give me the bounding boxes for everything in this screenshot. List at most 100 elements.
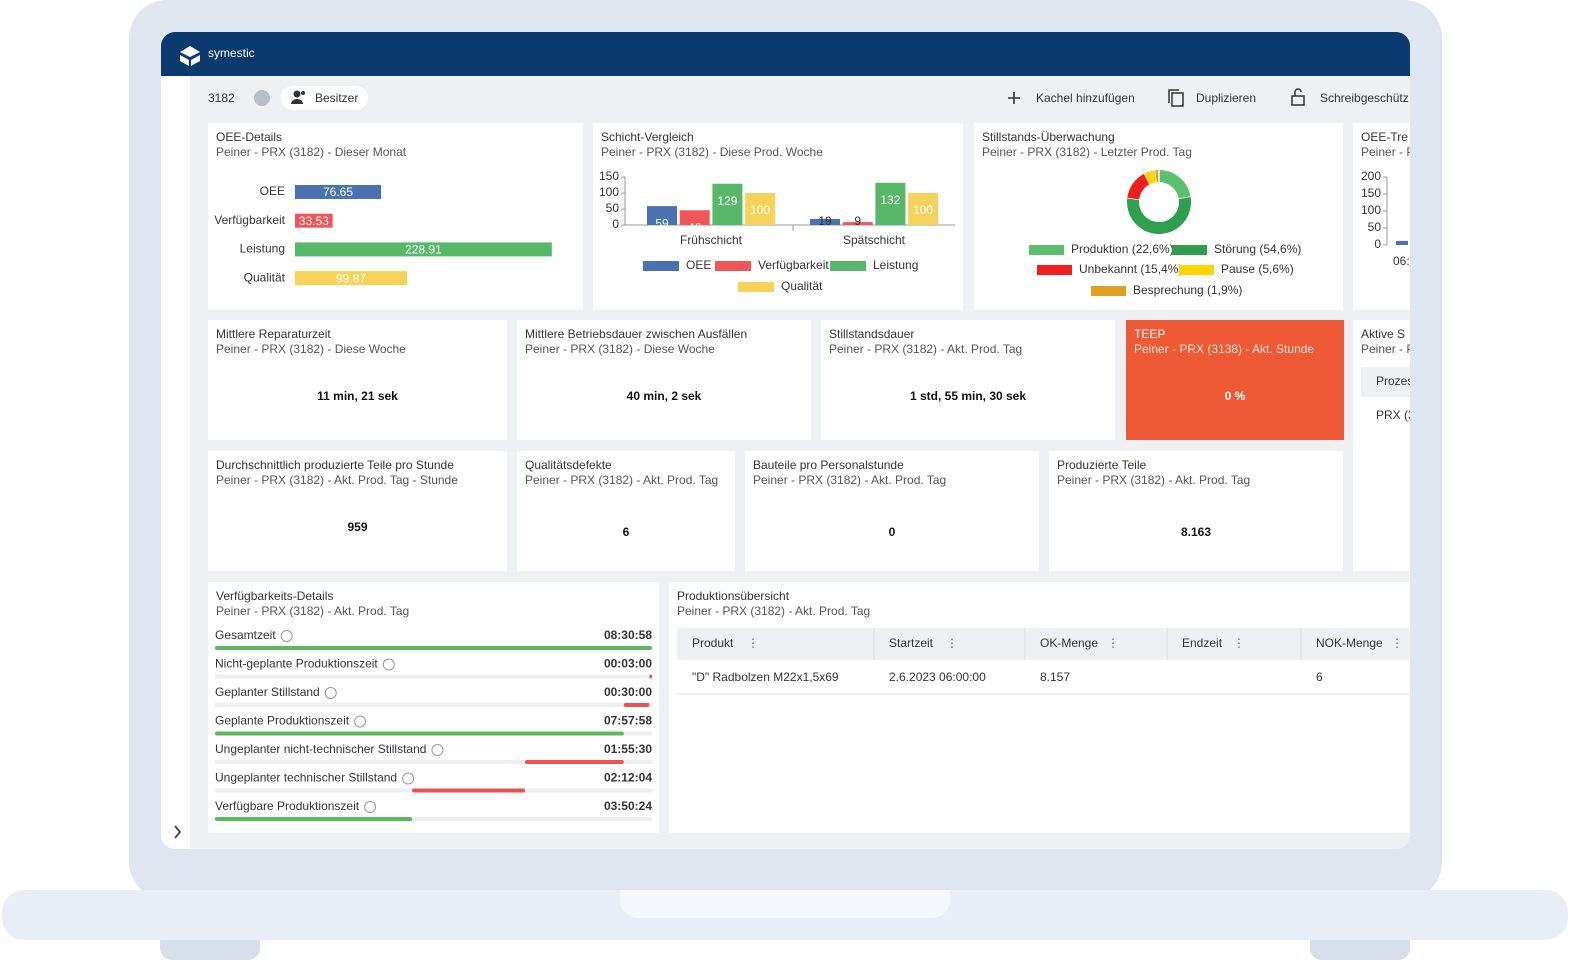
info-icon[interactable] [354,715,367,728]
tile-title: Qualitätsdefekte [525,458,612,472]
tile [669,582,1410,833]
legend-label: Pause (5,6%) [1221,262,1294,276]
bar [295,213,333,228]
info-icon[interactable] [280,630,293,642]
row-label: Geplanter Stillstand [215,685,320,699]
y-tick-label: 150 [1361,186,1381,200]
bar-track [215,703,652,707]
info-icon[interactable] [324,687,337,699]
tile-title: TEEP [1134,327,1165,341]
sidebar-toggle[interactable] [174,825,182,839]
column-menu[interactable]: ⋮ [1391,636,1403,650]
action[interactable]: Kachel hinzufügen [1036,91,1135,105]
value-label: 9 [854,214,861,228]
row-value: 01:55:30 [604,742,652,756]
table-cell: "D" Radbolzen M22x1,5x69 [692,670,839,684]
value-label: 99.87 [336,271,366,285]
bar [679,210,710,225]
top-bar [161,32,1410,76]
owner-icon [291,90,305,104]
info-icon[interactable] [364,801,377,813]
y-tick-label: 100 [1361,203,1381,217]
bar [908,193,939,225]
y-tick-label: 50 [1368,220,1382,234]
tile-subtitle: Peiner - PRX (3182) - Akt. Prod. Tag [829,342,1022,356]
action[interactable]: Duplizieren [1196,91,1256,105]
kpi-value: 0 [889,525,896,539]
dashboard-id: 3182 [208,91,235,105]
bar [295,185,382,199]
bar [295,242,552,257]
info-icon[interactable] [402,772,415,785]
tile-title: Durchschnittlich produzierte Teile pro S… [216,458,454,472]
tile [1353,123,1410,310]
logo-icon [180,46,200,66]
tile-subtitle: Peiner - PRX (3182) - Akt. Prod. Tag - S… [216,473,458,487]
legend-label: Leistung [873,258,918,272]
y-tick-label: 200 [1361,169,1381,183]
bar [875,182,906,225]
copy-icon [1168,89,1184,107]
table-cell: 6 [1316,670,1323,684]
info-icon[interactable] [254,90,270,106]
row-value: 07:57:58 [604,714,652,728]
legend-label: OEE [686,258,711,272]
segment-gap [1154,170,1158,183]
category-label: OEE [260,184,285,198]
legend-swatch [715,261,751,271]
x-tick-label: 06:0 [1393,254,1417,268]
donut-segment [1127,173,1151,200]
row-label: Ungeplanter nicht-technischer Stillstand [215,742,426,756]
legend-label: Besprechung (1,9%) [1133,283,1242,297]
column-header: Startzeit [889,636,934,650]
bar [1396,240,1408,245]
legend-swatch [830,261,866,271]
column-menu[interactable]: ⋮ [747,636,759,650]
column-menu[interactable]: ⋮ [1107,636,1119,650]
kpi-value: 0 % [1225,389,1246,403]
tile-title: Verfügbarkeits-Details [216,589,333,603]
kpi-value: 8.163 [1181,525,1211,539]
tile-subtitle: Peiner - PRX (3182) - Letzter Prod. Tag [982,145,1192,159]
table-cell: 8.157 [1040,670,1070,684]
action[interactable]: Schreibgeschütz [1320,91,1409,105]
bar [623,703,650,707]
tile-title: Bauteile pro Personalstunde [753,458,904,472]
column-header: Prozes [1376,374,1413,388]
info-icon[interactable] [431,744,444,756]
column-header: Produkt [692,636,734,650]
column-menu[interactable]: ⋮ [946,636,958,650]
tile-title: Mittlere Reparaturzeit [216,327,331,341]
tile [1353,320,1410,571]
tile-subtitle: Peiner - PRX (3138) - Akt. Stunde [1134,342,1314,356]
tile-subtitle: Peiner - PRX (3182) - Diese Woche [216,342,406,356]
tile-subtitle: Peiner - PRX (3182) - Akt. Prod. Tag [1057,473,1250,487]
legend-swatch [1037,265,1072,275]
tile [517,451,735,571]
donut-segment [1158,170,1191,200]
info-icon[interactable] [382,658,395,671]
value-label: 33.53 [299,214,329,228]
tile-title: Produzierte Teile [1057,458,1146,472]
tile [208,582,659,833]
value-label: 19 [818,214,832,228]
legend-label: Verfügbarkeit [758,258,829,272]
tile-subtitle: Peiner - PRX (3182) - Akt. Prod. Tag [216,604,409,618]
tile-subtitle: Peiner - PRX (3182) - Dieser Monat [216,145,407,159]
kpi-value: 1 std, 55 min, 30 sek [910,389,1026,403]
y-tick-label: 0 [1374,237,1381,251]
value-label: 129 [717,194,737,208]
column-menu[interactable]: ⋮ [1233,636,1245,650]
value-label: 46 [688,220,702,234]
bar-track [215,760,652,764]
tile [1126,320,1344,440]
bar-track [215,674,652,679]
bar [810,218,840,225]
legend-swatch [1029,245,1064,255]
legend-label: Unbekannt (15,4%) [1079,262,1182,276]
category-label: Leistung [240,242,285,256]
table-cell: 2.6.2023 06:00:00 [889,670,986,684]
